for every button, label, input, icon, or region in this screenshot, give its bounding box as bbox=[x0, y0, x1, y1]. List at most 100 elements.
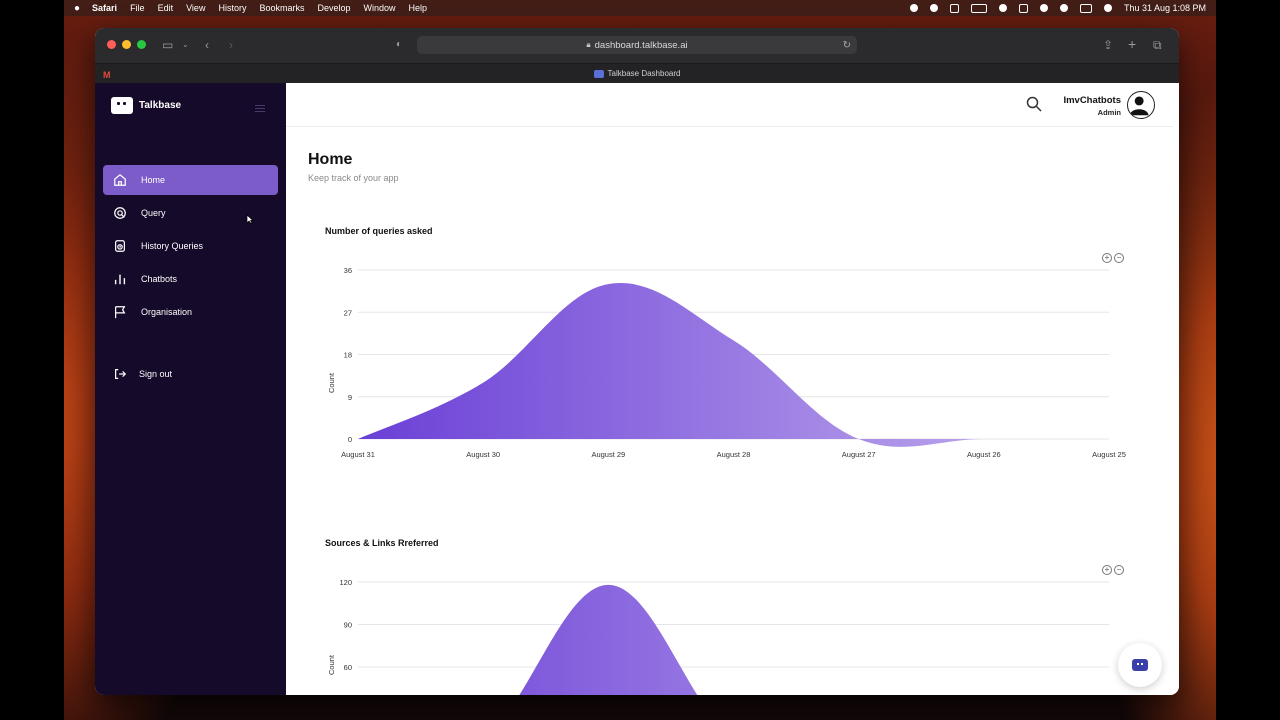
page-title: Home bbox=[308, 151, 353, 168]
y-tick-label: 0 bbox=[348, 435, 352, 444]
menubar-clock[interactable]: Thu 31 Aug 1:08 PM bbox=[1123, 3, 1206, 13]
lock-icon: 🔒︎ bbox=[586, 40, 591, 49]
brightness-status-icon[interactable] bbox=[929, 4, 938, 12]
share-icon[interactable]: ⇪ bbox=[1103, 38, 1114, 52]
chart-title: Number of queries asked bbox=[325, 226, 433, 236]
forward-icon[interactable]: › bbox=[229, 38, 233, 52]
x-tick-label: August 27 bbox=[842, 450, 876, 459]
sidebar-item-label: History Queries bbox=[141, 241, 204, 251]
sidebar-item-home[interactable]: Home bbox=[103, 165, 278, 195]
headphones-status-icon[interactable] bbox=[949, 3, 959, 13]
main-content: ImvChatbots Admin Home Keep track of you… bbox=[286, 83, 1179, 695]
sidebar-item-label: Home bbox=[141, 175, 166, 185]
reload-icon[interactable]: ↻ bbox=[842, 39, 851, 51]
y-tick-label: 27 bbox=[344, 308, 352, 317]
chart-zoom-controls: + − bbox=[1102, 565, 1124, 575]
chat-bubble-icon bbox=[1132, 659, 1148, 671]
menu-bookmarks[interactable]: Bookmarks bbox=[259, 3, 305, 13]
zoom-window-button[interactable] bbox=[137, 40, 146, 49]
avatar[interactable] bbox=[1127, 91, 1155, 119]
new-tab-icon[interactable]: + bbox=[1128, 36, 1137, 52]
query-icon bbox=[113, 206, 127, 220]
tab-overview-icon[interactable]: ⧉ bbox=[1153, 38, 1162, 52]
x-tick-label: August 31 bbox=[341, 450, 375, 459]
x-tick-label: August 26 bbox=[967, 450, 1001, 459]
talkbase-logo-icon bbox=[111, 97, 133, 114]
gmail-favorite-icon[interactable]: M bbox=[103, 70, 111, 80]
window-controls bbox=[107, 40, 146, 49]
home-icon bbox=[113, 173, 127, 187]
user-role: Admin bbox=[1097, 108, 1121, 117]
talkbase-favicon-icon bbox=[593, 69, 604, 78]
page-subtitle: Keep track of your app bbox=[308, 173, 399, 183]
history-icon bbox=[113, 239, 127, 253]
browser-toolbar: ▭ ⌄ ‹ › ◐ 🔒︎ dashboard.talkbase.ai ↻ ⇪ +… bbox=[95, 28, 1179, 63]
chat-widget-button[interactable] bbox=[1118, 643, 1162, 687]
user-name: ImvChatbots bbox=[1063, 95, 1121, 106]
y-tick-label: 36 bbox=[344, 266, 352, 275]
back-icon[interactable]: ‹ bbox=[205, 38, 209, 52]
zoom-out-icon[interactable]: − bbox=[1114, 565, 1124, 575]
y-axis-label: Count bbox=[327, 372, 336, 393]
battery-status-icon[interactable] bbox=[970, 3, 987, 13]
sidebar-item-organisation[interactable]: Organisation bbox=[103, 297, 278, 327]
chevron-down-icon[interactable]: ⌄ bbox=[182, 40, 189, 49]
sidebar-item-chatbots[interactable]: Chatbots bbox=[103, 264, 278, 294]
address-bar[interactable]: 🔒︎ dashboard.talkbase.ai ↻ bbox=[417, 36, 857, 54]
menu-view[interactable]: View bbox=[186, 3, 206, 13]
wifi-status-icon[interactable] bbox=[998, 4, 1007, 12]
sources-chart: 60 90 120 Count bbox=[327, 578, 1109, 695]
apple-menu-icon[interactable]: ● bbox=[74, 2, 81, 14]
sidebar: Talkbase Home Query bbox=[95, 83, 286, 695]
time-machine-icon[interactable] bbox=[1059, 4, 1068, 12]
siri-icon[interactable] bbox=[1103, 4, 1112, 12]
menu-edit[interactable]: Edit bbox=[157, 3, 174, 13]
flag-icon bbox=[113, 305, 127, 319]
menu-file[interactable]: File bbox=[130, 3, 145, 13]
zoom-out-icon[interactable]: − bbox=[1114, 253, 1124, 263]
user-status-icon[interactable] bbox=[1018, 3, 1028, 13]
collapse-menu-icon[interactable] bbox=[255, 105, 265, 114]
menu-app-safari[interactable]: Safari bbox=[92, 3, 118, 13]
brand-name: Talkbase bbox=[139, 100, 182, 111]
sidebar-toggle-icon[interactable]: ▭ bbox=[162, 38, 174, 52]
address-url: dashboard.talkbase.ai bbox=[594, 39, 688, 51]
control-center-icon[interactable] bbox=[1079, 3, 1092, 13]
sidebar-item-history-queries[interactable]: History Queries bbox=[103, 231, 278, 261]
sign-out-icon bbox=[113, 367, 127, 381]
minimize-window-button[interactable] bbox=[122, 40, 131, 49]
top-header: ImvChatbots Admin bbox=[286, 83, 1173, 127]
sidebar-item-query[interactable]: Query bbox=[103, 198, 278, 228]
macos-menubar: ● Safari File Edit View History Bookmark… bbox=[64, 0, 1216, 16]
sidebar-item-label: Query bbox=[141, 208, 166, 218]
spotlight-search-icon[interactable] bbox=[1039, 4, 1048, 12]
tab-bar: M Talkbase Dashboard bbox=[95, 63, 1179, 83]
tab-title[interactable]: Talkbase Dashboard bbox=[607, 69, 681, 78]
letterbox-left bbox=[0, 0, 64, 720]
y-tick-label: 60 bbox=[344, 663, 352, 672]
y-tick-label: 18 bbox=[344, 351, 352, 360]
x-tick-label: August 29 bbox=[591, 450, 625, 459]
menu-window[interactable]: Window bbox=[363, 3, 396, 13]
x-tick-label: August 30 bbox=[466, 450, 500, 459]
sign-out-label: Sign out bbox=[139, 369, 173, 379]
brand[interactable]: Talkbase bbox=[111, 97, 181, 114]
zoom-in-icon[interactable]: + bbox=[1102, 565, 1112, 575]
menu-help[interactable]: Help bbox=[408, 3, 428, 13]
bar-chart-icon bbox=[113, 272, 127, 286]
close-window-button[interactable] bbox=[107, 40, 116, 49]
area-series bbox=[358, 283, 1109, 447]
zoom-in-icon[interactable]: + bbox=[1102, 253, 1112, 263]
privacy-shield-icon[interactable]: ◐ bbox=[396, 39, 403, 50]
mouse-cursor-icon bbox=[246, 214, 254, 224]
app-container: Talkbase Home Query bbox=[95, 83, 1179, 695]
sign-out-button[interactable]: Sign out bbox=[113, 367, 172, 381]
menu-history[interactable]: History bbox=[218, 3, 247, 13]
safari-window: ▭ ⌄ ‹ › ◐ 🔒︎ dashboard.talkbase.ai ↻ ⇪ +… bbox=[95, 28, 1179, 695]
queries-chart: 0 9 18 27 36 Count August 31 August 30 August 29… bbox=[327, 266, 1126, 459]
menu-develop[interactable]: Develop bbox=[317, 3, 351, 13]
rocket-status-icon[interactable] bbox=[909, 4, 918, 12]
y-axis-label: Count bbox=[327, 654, 336, 675]
search-icon[interactable] bbox=[1026, 96, 1042, 112]
y-tick-label: 9 bbox=[348, 393, 352, 402]
